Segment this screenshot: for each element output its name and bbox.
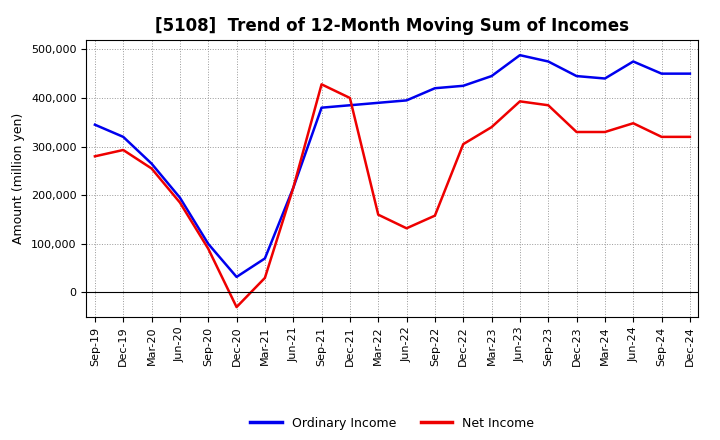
Ordinary Income xyxy=(148,161,156,166)
Net Income xyxy=(657,134,666,139)
Ordinary Income xyxy=(261,256,269,261)
Ordinary Income xyxy=(487,73,496,79)
Net Income xyxy=(289,185,297,191)
Net Income xyxy=(459,142,467,147)
Net Income xyxy=(629,121,637,126)
Ordinary Income xyxy=(431,86,439,91)
Net Income xyxy=(544,103,552,108)
Net Income xyxy=(600,129,609,135)
Title: [5108]  Trend of 12-Month Moving Sum of Incomes: [5108] Trend of 12-Month Moving Sum of I… xyxy=(156,17,629,35)
Ordinary Income xyxy=(459,83,467,88)
Net Income xyxy=(318,82,326,87)
Ordinary Income xyxy=(119,134,127,139)
Net Income xyxy=(374,212,382,217)
Ordinary Income xyxy=(402,98,411,103)
Net Income xyxy=(233,304,241,310)
Net Income xyxy=(176,200,184,205)
Net Income xyxy=(204,246,212,251)
Ordinary Income xyxy=(685,71,694,76)
Ordinary Income xyxy=(346,103,354,108)
Ordinary Income xyxy=(233,274,241,279)
Net Income xyxy=(487,125,496,130)
Net Income xyxy=(402,226,411,231)
Ordinary Income xyxy=(318,105,326,110)
Net Income xyxy=(346,95,354,101)
Ordinary Income xyxy=(629,59,637,64)
Ordinary Income xyxy=(657,71,666,76)
Ordinary Income xyxy=(374,100,382,106)
Net Income xyxy=(516,99,524,104)
Net Income xyxy=(572,129,581,135)
Line: Ordinary Income: Ordinary Income xyxy=(95,55,690,277)
Ordinary Income xyxy=(289,185,297,191)
Net Income xyxy=(148,166,156,171)
Net Income xyxy=(119,147,127,153)
Ordinary Income xyxy=(91,122,99,127)
Ordinary Income xyxy=(600,76,609,81)
Net Income xyxy=(91,154,99,159)
Y-axis label: Amount (million yen): Amount (million yen) xyxy=(12,113,25,244)
Ordinary Income xyxy=(176,195,184,200)
Net Income xyxy=(685,134,694,139)
Legend: Ordinary Income, Net Income: Ordinary Income, Net Income xyxy=(246,412,539,435)
Ordinary Income xyxy=(516,52,524,58)
Ordinary Income xyxy=(544,59,552,64)
Ordinary Income xyxy=(572,73,581,79)
Net Income xyxy=(431,213,439,218)
Ordinary Income xyxy=(204,241,212,246)
Net Income xyxy=(261,275,269,281)
Line: Net Income: Net Income xyxy=(95,84,690,307)
